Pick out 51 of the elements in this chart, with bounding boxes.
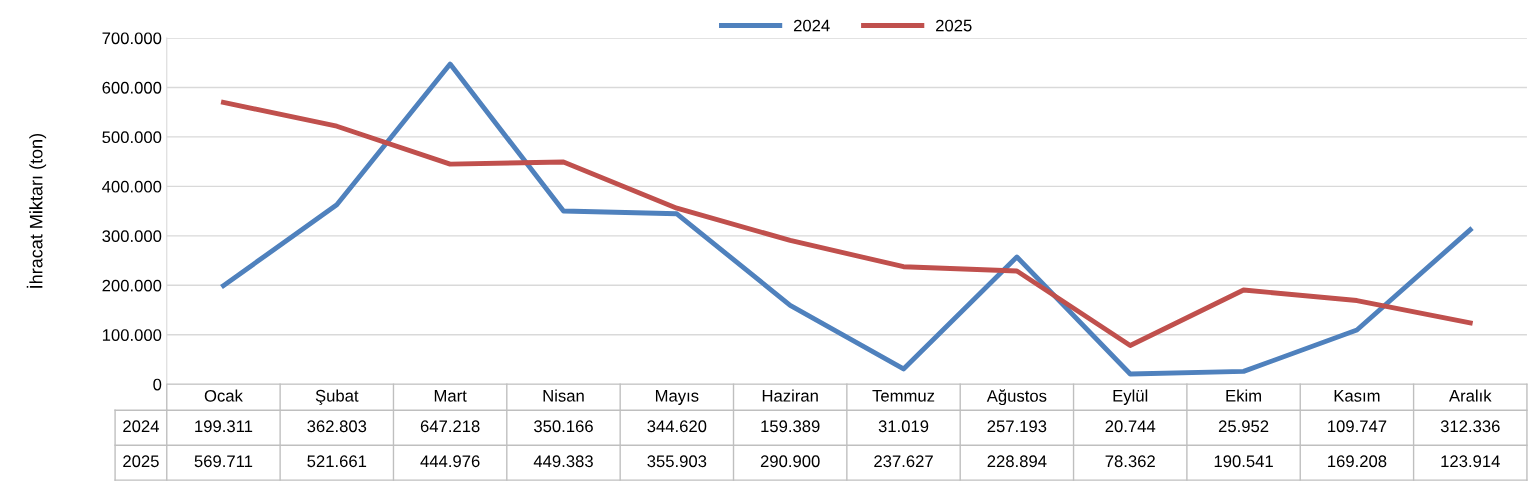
data-label: 569.711 xyxy=(194,455,253,468)
data-label: 312.336 xyxy=(1440,420,1500,433)
y-tick-label: 300.000 xyxy=(102,230,162,243)
line-series xyxy=(221,100,1473,348)
x-tick-label: Ağustos xyxy=(986,389,1047,406)
data-label: 647.218 xyxy=(420,420,480,433)
x-tick-label: Şubat xyxy=(315,389,359,406)
data-label: 25.952 xyxy=(1218,420,1269,433)
x-tick-label: Mart xyxy=(434,390,467,402)
data-label: 290.900 xyxy=(760,455,820,468)
data-label: 444.976 xyxy=(420,455,480,468)
data-label: 344.620 xyxy=(647,420,707,433)
line-series xyxy=(221,61,1473,377)
text: 2024 xyxy=(123,420,159,433)
data-label: 109.747 xyxy=(1328,420,1387,433)
data-label: 31.019 xyxy=(878,420,929,433)
x-tick-label: Haziran xyxy=(762,389,818,402)
data-label: 521.661 xyxy=(307,455,367,468)
data-label: 228.894 xyxy=(987,455,1047,468)
x-tick-label: Ekim xyxy=(1226,389,1261,402)
y-tick-label: 400.000 xyxy=(102,180,162,193)
text: 2025 xyxy=(123,455,159,468)
x-tick-label: Kasım xyxy=(1334,390,1380,402)
y-axis-title: İhracat Miktarı (ton) xyxy=(26,133,47,288)
x-tick-label: Nisan xyxy=(543,389,584,402)
data-label: 20.744 xyxy=(1105,420,1156,433)
data-label: 169.208 xyxy=(1328,455,1387,468)
data-label: 199.311 xyxy=(195,420,253,433)
data-label: 190.541 xyxy=(1214,455,1273,468)
data-label: 350.166 xyxy=(534,420,593,433)
data-label: 159.389 xyxy=(761,420,820,433)
data-label: 449.383 xyxy=(533,455,593,468)
x-tick-label: Eylül xyxy=(1113,389,1148,405)
y-tick-label: 0 xyxy=(153,378,162,391)
data-label: 78.362 xyxy=(1105,455,1155,468)
data-label: 355.903 xyxy=(647,455,707,468)
y-tick-label: 200.000 xyxy=(102,279,162,292)
y-tick-label: 700.000 xyxy=(102,32,162,45)
x-tick-label: Temmuz xyxy=(872,390,935,402)
data-label: 123.914 xyxy=(1441,455,1500,468)
legend-label: 2025 xyxy=(936,19,972,32)
y-tick-label: 500.000 xyxy=(102,131,162,144)
y-tick-label: 100.000 xyxy=(102,329,162,341)
legend-label: 2024 xyxy=(793,19,830,32)
x-tick-label: Ocak xyxy=(204,389,243,402)
data-label: 257.193 xyxy=(987,420,1047,433)
data-label: 362.803 xyxy=(307,420,367,433)
y-tick-label: 600.000 xyxy=(102,81,162,94)
x-tick-label: Aralık xyxy=(1449,389,1492,402)
data-label: 237.627 xyxy=(874,455,933,468)
x-tick-label: Mayıs xyxy=(655,390,699,405)
